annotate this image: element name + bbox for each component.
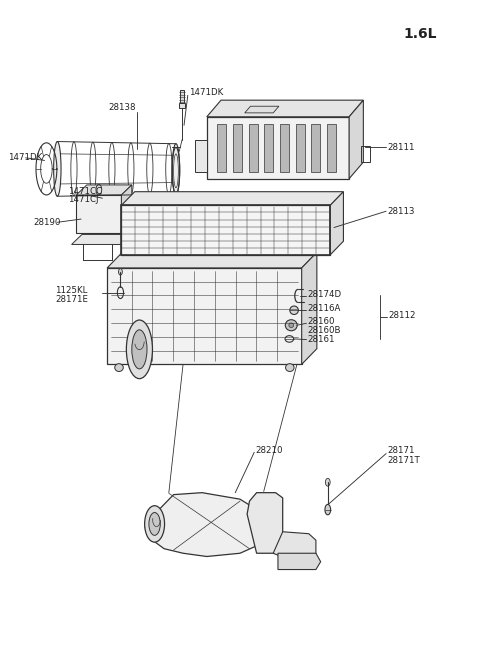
Ellipse shape: [54, 141, 61, 196]
Text: 28116A: 28116A: [307, 304, 341, 313]
Text: 28113: 28113: [387, 207, 415, 215]
Bar: [296, 124, 304, 172]
Ellipse shape: [290, 306, 299, 315]
Text: 1471DK: 1471DK: [8, 153, 42, 162]
Text: 28112: 28112: [388, 311, 416, 320]
Ellipse shape: [289, 323, 294, 328]
Polygon shape: [107, 252, 317, 268]
Bar: [280, 124, 289, 172]
Text: 28171: 28171: [387, 447, 415, 455]
Text: 1471CC: 1471CC: [68, 187, 102, 196]
Polygon shape: [121, 192, 343, 206]
Text: 28138: 28138: [108, 102, 136, 112]
Polygon shape: [195, 139, 207, 172]
Polygon shape: [145, 493, 268, 556]
Bar: [121, 206, 330, 255]
Polygon shape: [273, 532, 316, 563]
Polygon shape: [278, 553, 321, 570]
Bar: [107, 268, 301, 365]
Text: 28190: 28190: [34, 218, 61, 227]
Text: 28171E: 28171E: [55, 295, 88, 304]
Polygon shape: [349, 100, 363, 179]
Ellipse shape: [325, 478, 330, 486]
Ellipse shape: [132, 330, 147, 369]
Text: 1125KL: 1125KL: [55, 286, 87, 295]
Bar: [121, 206, 330, 255]
Polygon shape: [72, 235, 137, 244]
Ellipse shape: [144, 506, 165, 542]
Text: 28111: 28111: [387, 143, 415, 152]
Ellipse shape: [119, 269, 122, 275]
Ellipse shape: [115, 364, 123, 371]
Text: 28161: 28161: [307, 335, 335, 344]
Bar: [233, 124, 242, 172]
Polygon shape: [245, 106, 279, 113]
Ellipse shape: [285, 320, 297, 330]
Polygon shape: [121, 185, 132, 233]
Ellipse shape: [126, 320, 153, 378]
Text: 28160: 28160: [307, 317, 335, 327]
Text: 28210: 28210: [255, 447, 283, 455]
Bar: [311, 124, 320, 172]
Text: 1.6L: 1.6L: [404, 27, 437, 41]
Polygon shape: [207, 100, 363, 117]
Bar: [249, 124, 258, 172]
Polygon shape: [76, 185, 132, 195]
Bar: [327, 124, 336, 172]
Text: 1471CJ: 1471CJ: [68, 195, 99, 204]
Bar: [179, 103, 185, 108]
Text: 28160B: 28160B: [307, 326, 341, 335]
Polygon shape: [207, 117, 349, 179]
Bar: [264, 124, 273, 172]
Text: 28171T: 28171T: [387, 455, 420, 464]
Bar: [217, 124, 226, 172]
Polygon shape: [330, 192, 343, 255]
Polygon shape: [76, 195, 121, 233]
Ellipse shape: [325, 505, 331, 515]
Polygon shape: [247, 493, 283, 553]
Ellipse shape: [149, 512, 160, 535]
Polygon shape: [301, 252, 317, 365]
Bar: [180, 90, 184, 103]
Ellipse shape: [286, 364, 294, 371]
Text: 28174D: 28174D: [307, 290, 341, 299]
Ellipse shape: [172, 144, 180, 194]
Text: 1471DK: 1471DK: [189, 88, 223, 97]
Bar: [361, 146, 370, 162]
